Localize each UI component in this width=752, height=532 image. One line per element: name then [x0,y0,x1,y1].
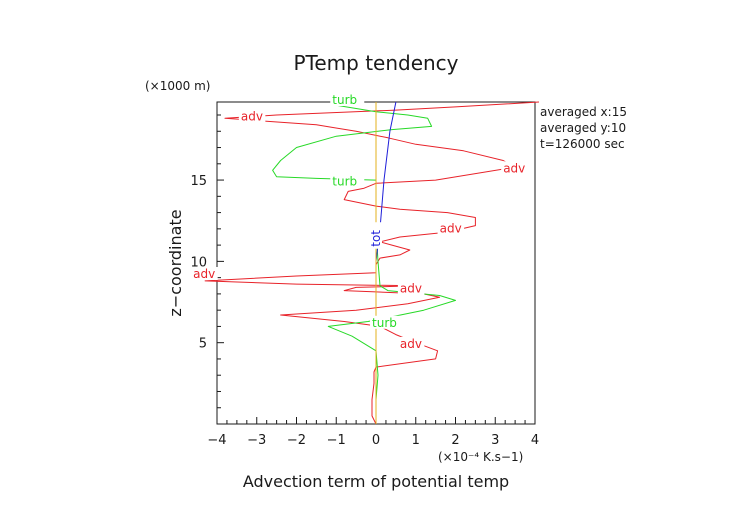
series-label-bg [370,315,405,329]
info-line-time: t=126000 sec [540,137,625,151]
series-label-adv: adv [400,282,422,296]
series-label-bg [437,221,465,235]
series-label-turb: turb [372,316,397,330]
x-tick-label: 0 [372,433,380,448]
series-label-tot: tot [369,230,383,247]
info-box: averaged x:15 averaged y:10 t=126000 sec [540,105,627,151]
info-line-x: averaged x:15 [540,105,627,119]
series-label-turb: turb [332,174,357,188]
series-label-adv: adv [440,221,462,235]
series-label-bg [330,174,365,188]
x-tick-label: −2 [287,433,306,448]
y-axis-label: z−coordinate [166,209,185,316]
x-tick-label: −4 [207,433,226,448]
series-label-bg [330,93,365,106]
y-axis-unit: (×1000 m) [145,79,210,93]
series-label-bg [397,281,425,295]
series-lines [204,101,540,425]
chart-title: PTemp tendency [293,51,458,75]
y-tick-label: 5 [199,337,207,352]
x-tick-label: 2 [451,433,459,448]
series-line-tot [375,101,397,424]
series-label-adv: adv [503,161,525,175]
y-ticks: 5 10 15 [190,114,224,409]
x-axis-label: Advection term of potential temp [243,472,509,491]
series-label-bg [191,267,218,281]
series-label-bg [238,109,266,123]
series-line-turb [272,102,456,424]
x-tick-label: −3 [247,433,266,448]
y-tick-label: 10 [190,255,207,270]
series-label-bg [397,336,425,350]
x-tick-label: 1 [412,433,420,448]
series-label-adv: adv [241,109,263,123]
x-axis-unit: (×10⁻⁴ K.s−1) [438,450,523,464]
x-tick-label: 3 [491,433,499,448]
series-label-adv: adv [400,337,422,351]
info-line-y: averaged y:10 [540,121,626,135]
series-label-adv: adv [193,267,215,281]
x-tick-label: −1 [327,433,346,448]
series-label-bg [368,222,382,249]
series-label-bg [501,161,528,175]
series-label-turb: turb [332,93,357,107]
x-ticks: −4 −3 −2 −1 0 1 2 3 4 [207,417,539,448]
series-line-adv [204,101,540,425]
y-tick-label: 15 [190,174,207,189]
x-tick-label: 4 [531,433,539,448]
